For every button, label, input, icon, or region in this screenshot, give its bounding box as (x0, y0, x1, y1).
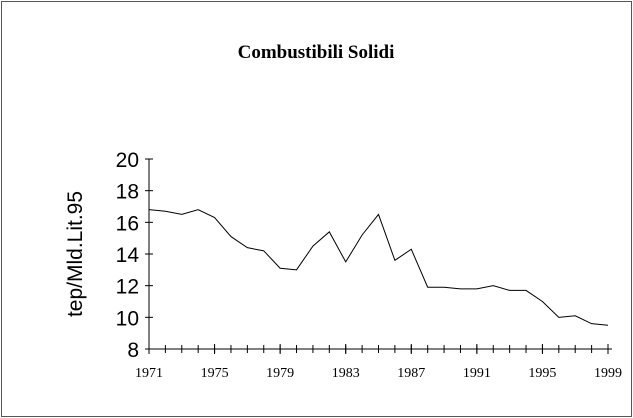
x-tick-label: 1971 (135, 366, 163, 381)
x-tick-label: 1995 (528, 366, 556, 381)
x-tick-label: 1987 (397, 366, 425, 381)
y-tick-label: 12 (116, 276, 139, 299)
x-tick-label: 1983 (332, 366, 360, 381)
y-axis-label: tep/Mld.Lit.95 (64, 191, 87, 317)
x-tick-label: 1979 (266, 366, 294, 381)
chart-title: Combustibili Solidi (238, 42, 395, 63)
y-tick-label: 18 (116, 181, 139, 204)
x-tick-label: 1991 (463, 366, 491, 381)
y-tick-label: 14 (116, 244, 140, 267)
x-tick-label: 1999 (594, 366, 622, 381)
data-line (148, 209, 609, 326)
y-tick-label: 20 (116, 149, 139, 172)
y-tick-label: 16 (116, 212, 139, 235)
y-tick-label: 8 (127, 339, 139, 362)
y-tick-label: 10 (116, 307, 139, 330)
x-tick-label: 1975 (201, 366, 229, 381)
